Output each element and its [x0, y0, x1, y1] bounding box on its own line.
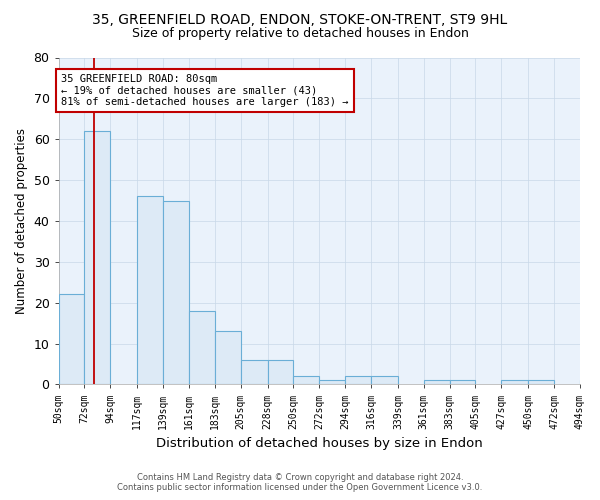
- Bar: [241, 360, 268, 384]
- Bar: [529, 380, 554, 384]
- Bar: [502, 380, 529, 384]
- Text: Contains HM Land Registry data © Crown copyright and database right 2024.
Contai: Contains HM Land Registry data © Crown c…: [118, 473, 482, 492]
- Text: Size of property relative to detached houses in Endon: Size of property relative to detached ho…: [131, 28, 469, 40]
- Bar: [424, 380, 449, 384]
- Y-axis label: Number of detached properties: Number of detached properties: [15, 128, 28, 314]
- Bar: [371, 376, 398, 384]
- Bar: [268, 360, 293, 384]
- Bar: [580, 380, 600, 384]
- Bar: [345, 376, 371, 384]
- Bar: [163, 200, 189, 384]
- Bar: [137, 196, 163, 384]
- Bar: [215, 332, 241, 384]
- Bar: [449, 380, 475, 384]
- Bar: [319, 380, 345, 384]
- Bar: [293, 376, 319, 384]
- Bar: [59, 294, 85, 384]
- Text: 35 GREENFIELD ROAD: 80sqm
← 19% of detached houses are smaller (43)
81% of semi-: 35 GREENFIELD ROAD: 80sqm ← 19% of detac…: [61, 74, 349, 107]
- Bar: [85, 131, 110, 384]
- X-axis label: Distribution of detached houses by size in Endon: Distribution of detached houses by size …: [156, 437, 482, 450]
- Bar: [189, 311, 215, 384]
- Text: 35, GREENFIELD ROAD, ENDON, STOKE-ON-TRENT, ST9 9HL: 35, GREENFIELD ROAD, ENDON, STOKE-ON-TRE…: [92, 12, 508, 26]
